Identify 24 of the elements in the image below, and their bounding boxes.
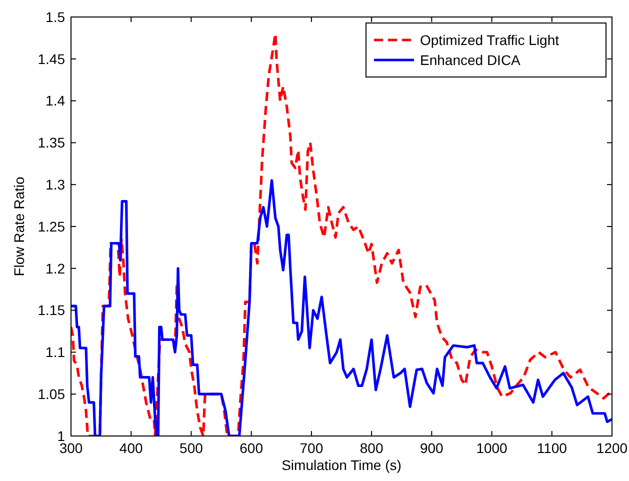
y-tick-label: 1.35 (38, 134, 66, 151)
y-tick-label: 1.25 (38, 218, 66, 234)
y-tick-label: 1.1 (46, 344, 66, 360)
line-series (71, 179, 612, 436)
x-tick-label: 900 (420, 440, 444, 456)
x-tick-label: 800 (360, 440, 384, 456)
y-tick-label: 1.05 (38, 386, 66, 402)
legend-label: Optimized Traffic Light (420, 32, 560, 48)
x-tick-label: 1000 (476, 440, 508, 456)
y-tick-label: 1.5 (46, 8, 66, 25)
legend-label: Enhanced DICA (420, 52, 522, 68)
x-tick-label: 400 (119, 440, 144, 456)
x-tick-label: 1200 (596, 440, 628, 456)
x-axis-title: Simulation Time (s) (282, 457, 402, 473)
y-tick-label: 1.45 (38, 50, 66, 67)
y-tick-label: 1.2 (46, 260, 66, 276)
x-tick-label: 600 (240, 440, 264, 456)
x-tick-label: 1100 (536, 440, 568, 456)
y-tick-label: 1.15 (38, 302, 66, 318)
y-axis-title: Flow Rate Ratio (11, 176, 27, 276)
x-tick-label: 700 (300, 440, 324, 456)
y-tick-label: 1.4 (46, 92, 66, 109)
y-tick-label: 1.3 (46, 176, 66, 192)
x-tick-label: 500 (180, 440, 204, 456)
